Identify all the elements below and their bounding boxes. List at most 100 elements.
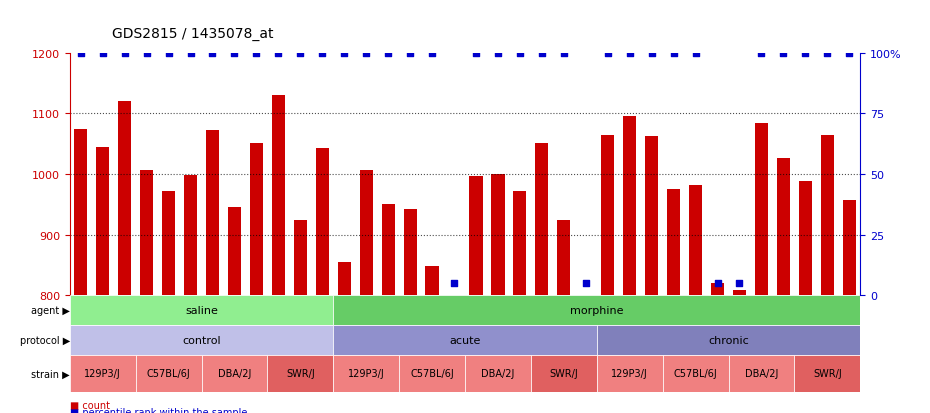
- Bar: [272, 96, 285, 296]
- Point: [425, 50, 440, 57]
- Bar: [250, 143, 263, 296]
- Bar: [557, 221, 570, 296]
- Point: [337, 50, 352, 57]
- Bar: [820, 135, 834, 296]
- Point: [776, 50, 790, 57]
- Point: [490, 50, 505, 57]
- Point: [140, 50, 154, 57]
- Point: [842, 50, 857, 57]
- Point: [666, 50, 681, 57]
- Point: [644, 50, 659, 57]
- Bar: [645, 137, 658, 296]
- Bar: [333, 325, 597, 355]
- Point: [556, 50, 571, 57]
- Bar: [513, 192, 526, 296]
- Bar: [491, 175, 504, 296]
- Text: strain ▶: strain ▶: [31, 368, 70, 379]
- Bar: [70, 296, 333, 325]
- Text: DBA/2J: DBA/2J: [218, 368, 251, 379]
- Text: C57BL/6J: C57BL/6J: [410, 368, 454, 379]
- Bar: [338, 262, 351, 296]
- Bar: [333, 355, 399, 392]
- Point: [711, 280, 725, 287]
- Point: [820, 50, 835, 57]
- Bar: [711, 283, 724, 296]
- Point: [512, 50, 527, 57]
- Bar: [206, 131, 219, 296]
- Text: ■ percentile rank within the sample: ■ percentile rank within the sample: [70, 407, 247, 413]
- Point: [469, 50, 484, 57]
- Bar: [294, 221, 307, 296]
- Text: DBA/2J: DBA/2J: [481, 368, 514, 379]
- Point: [535, 50, 550, 57]
- Bar: [202, 355, 267, 392]
- Bar: [755, 123, 768, 296]
- Bar: [360, 171, 373, 296]
- Bar: [667, 190, 680, 296]
- Point: [183, 50, 198, 57]
- Bar: [465, 355, 531, 392]
- Bar: [794, 355, 860, 392]
- Bar: [470, 176, 483, 296]
- Bar: [728, 355, 794, 392]
- Bar: [777, 158, 790, 296]
- Bar: [267, 355, 333, 392]
- Bar: [597, 325, 860, 355]
- Bar: [228, 207, 241, 296]
- Point: [249, 50, 264, 57]
- Bar: [404, 210, 417, 296]
- Text: C57BL/6J: C57BL/6J: [147, 368, 191, 379]
- Bar: [162, 192, 175, 296]
- Point: [227, 50, 242, 57]
- Text: control: control: [182, 335, 220, 345]
- Bar: [799, 182, 812, 296]
- Bar: [425, 266, 439, 296]
- Point: [622, 50, 637, 57]
- Bar: [597, 355, 662, 392]
- Text: GDS2815 / 1435078_at: GDS2815 / 1435078_at: [112, 27, 273, 41]
- Bar: [70, 355, 136, 392]
- Point: [117, 50, 132, 57]
- Point: [380, 50, 395, 57]
- Point: [161, 50, 176, 57]
- Bar: [184, 176, 197, 296]
- Point: [271, 50, 286, 57]
- Bar: [315, 149, 329, 296]
- Text: 129P3/J: 129P3/J: [611, 368, 648, 379]
- Text: morphine: morphine: [570, 305, 623, 316]
- Bar: [689, 185, 702, 296]
- Text: ■ count: ■ count: [70, 400, 110, 410]
- Bar: [531, 355, 597, 392]
- Point: [732, 280, 747, 287]
- Point: [403, 50, 418, 57]
- Bar: [140, 171, 153, 296]
- Bar: [96, 147, 109, 296]
- Point: [359, 50, 374, 57]
- Text: SWR/J: SWR/J: [550, 368, 578, 379]
- Bar: [381, 204, 394, 296]
- Bar: [136, 355, 202, 392]
- Bar: [333, 296, 860, 325]
- Text: C57BL/6J: C57BL/6J: [673, 368, 717, 379]
- Point: [73, 50, 88, 57]
- Bar: [399, 355, 465, 392]
- Point: [578, 280, 593, 287]
- Point: [293, 50, 308, 57]
- Text: SWR/J: SWR/J: [813, 368, 842, 379]
- Point: [754, 50, 769, 57]
- Text: acute: acute: [449, 335, 481, 345]
- Bar: [843, 200, 856, 296]
- Text: protocol ▶: protocol ▶: [20, 335, 70, 345]
- Point: [600, 50, 615, 57]
- Bar: [118, 102, 131, 296]
- Text: 129P3/J: 129P3/J: [348, 368, 385, 379]
- Point: [95, 50, 110, 57]
- Bar: [601, 135, 615, 296]
- Bar: [733, 291, 746, 296]
- Point: [688, 50, 703, 57]
- Bar: [74, 129, 87, 296]
- Bar: [70, 325, 333, 355]
- Point: [315, 50, 330, 57]
- Point: [205, 50, 219, 57]
- Text: DBA/2J: DBA/2J: [745, 368, 778, 379]
